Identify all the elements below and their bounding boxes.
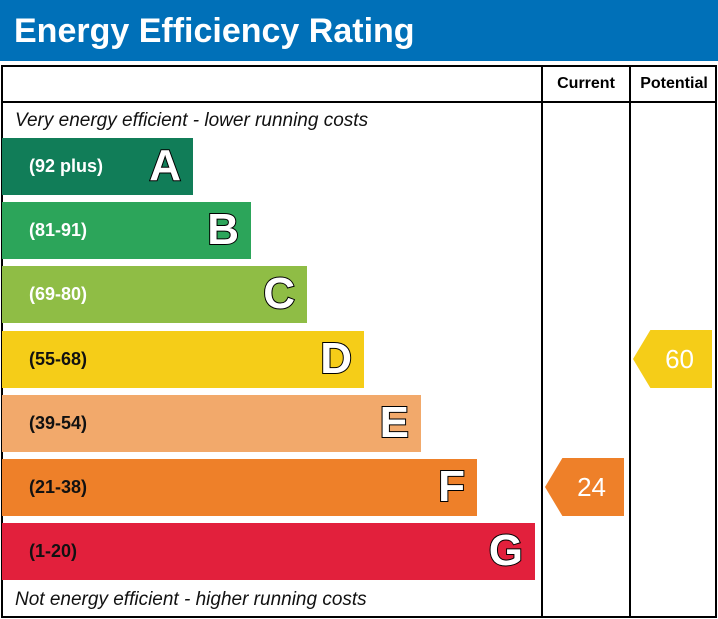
potential-rating-arrow: 60 [633, 330, 712, 388]
band-letter: F [437, 461, 466, 512]
potential-rating-value: 60 [665, 344, 694, 374]
top-note: Very energy efficient - lower running co… [15, 110, 369, 131]
band-letter: C [262, 268, 296, 319]
current-rating-value: 24 [577, 472, 606, 502]
band-range: (81-91) [29, 220, 88, 240]
column-divider [541, 65, 543, 618]
band-letter: B [206, 204, 240, 255]
band-range: (1-20) [29, 541, 78, 561]
current-header: Current [557, 75, 615, 92]
band-range: (69-80) [29, 284, 88, 304]
band-bar-e: (39-54) E [2, 395, 421, 452]
band-range: (39-54) [29, 413, 88, 433]
band-bar-f: (21-38) F [2, 459, 477, 516]
band-letter: A [148, 140, 182, 191]
band-letter: G [488, 525, 524, 576]
band-range: (21-38) [29, 477, 88, 497]
band-bar-b: (81-91) B [2, 202, 251, 259]
band-bar-g: (1-20) G [2, 523, 535, 580]
current-rating-arrow: 24 [545, 458, 624, 516]
band-bar-d: (55-68) D [2, 331, 364, 388]
band-letter: E [379, 397, 410, 448]
column-divider [629, 65, 631, 618]
bottom-note: Not energy efficient - higher running co… [15, 589, 367, 610]
band-range: (92 plus) [29, 156, 104, 176]
band-range: (55-68) [29, 349, 88, 369]
potential-header: Potential [640, 75, 708, 92]
band-bar-a: (92 plus) A [2, 138, 193, 195]
band-letter: D [319, 333, 353, 384]
band-bar-c: (69-80) C [2, 266, 307, 323]
header-divider [1, 101, 717, 103]
chart-title: Energy Efficiency Rating [0, 0, 718, 61]
